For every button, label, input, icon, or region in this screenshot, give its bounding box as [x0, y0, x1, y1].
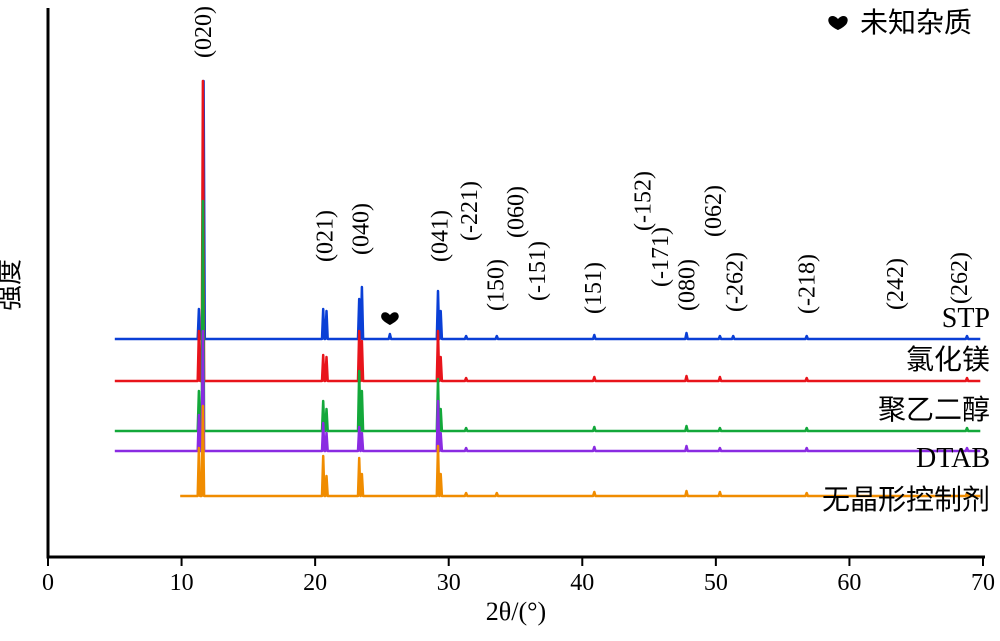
x-tick-label: 70 [971, 570, 995, 596]
peak-label: (021) [312, 210, 338, 262]
x-tick-label: 50 [704, 570, 728, 596]
peak-label: (062) [701, 185, 727, 237]
x-tick-label: 60 [837, 570, 861, 596]
peak-label: (020) [191, 6, 217, 58]
series-label-3: DTAB [916, 443, 990, 474]
peak-label: (080) [674, 259, 700, 311]
heart-marker-icon [828, 16, 848, 30]
legend: 未知杂质 [828, 7, 972, 39]
x-tick-group: 0 10 20 30 40 50 60 70 [42, 557, 995, 596]
peak-label-group: (020) (021) (040) (041) (-221)(150) (060) (-15… [191, 6, 973, 314]
x-tick-label: 40 [570, 570, 594, 596]
peak-label: (151) [581, 262, 607, 314]
x-tick-label: 20 [303, 570, 327, 596]
x-tick-label: 0 [42, 570, 54, 596]
peak-label: (-152) [630, 171, 656, 231]
series-line-0 [114, 79, 981, 341]
legend-marker-label: 未知杂质 [860, 7, 972, 39]
series-group [114, 79, 981, 498]
peak-label: (-151) [525, 241, 551, 301]
peak-label: (-262) [723, 252, 749, 312]
series-label-0: STP [942, 303, 990, 334]
x-axis-label: 2θ/(°) [486, 597, 546, 626]
series-line-4 [180, 404, 981, 498]
impurity-heart-icon [381, 312, 399, 325]
peak-label: (150) [483, 259, 509, 311]
peak-label: (060) [504, 186, 530, 238]
peak-label: (262) [947, 252, 973, 304]
peak-label: (041) [427, 210, 453, 262]
series-line-1 [114, 79, 981, 383]
x-tick-label: 10 [170, 570, 194, 596]
peak-label: (040) [349, 203, 375, 255]
peak-label: (-221) [457, 181, 483, 241]
unknown-impurity-marker [381, 312, 399, 325]
series-line-2 [114, 199, 981, 433]
series-label-2: 聚乙二醇 [878, 394, 990, 426]
y-axis-label: 强度 [0, 259, 25, 311]
series-label-1: 氯化镁 [906, 344, 990, 376]
series-line-3 [114, 329, 981, 453]
peak-label: (-218) [795, 254, 821, 314]
peak-label: (-171) [648, 227, 674, 287]
x-tick-label: 30 [437, 570, 461, 596]
series-label-4: 无晶形控制剂 [822, 484, 990, 516]
peak-label: (242) [883, 258, 909, 310]
